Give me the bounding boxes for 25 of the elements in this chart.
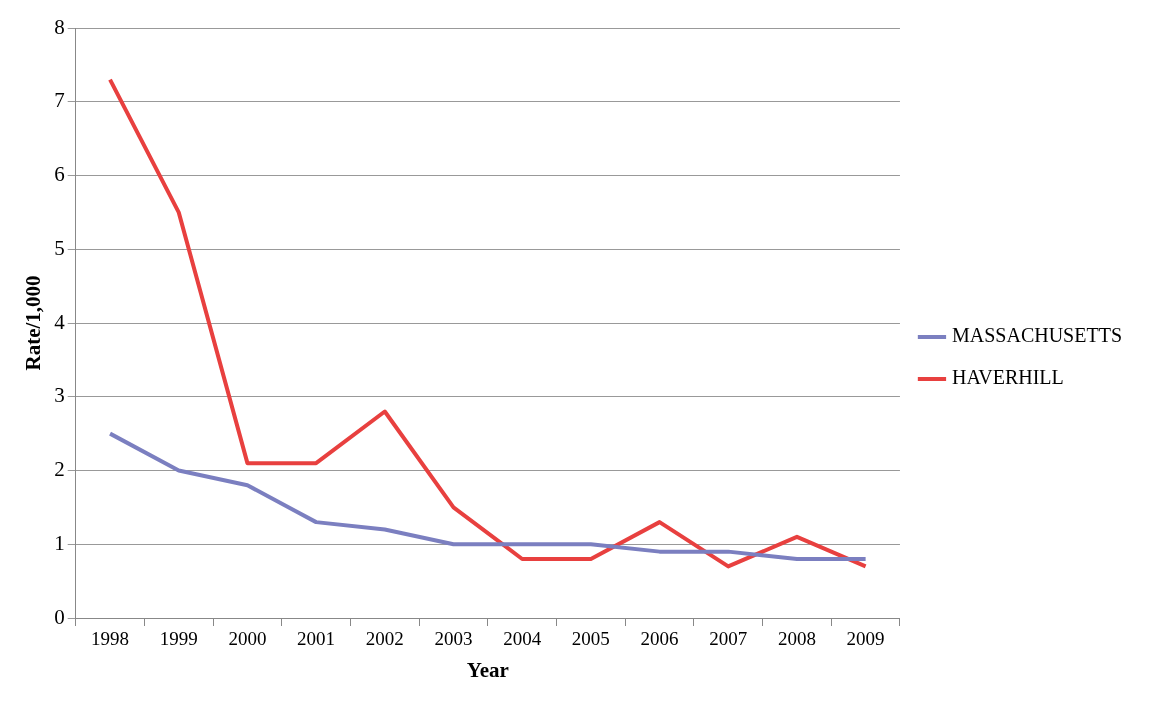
- legend-label: MASSACHUSETTS: [951, 324, 1123, 347]
- x-tick-label: 2002: [365, 628, 404, 650]
- x-tick-label: 2000: [228, 628, 267, 650]
- y-tick-label: 4: [54, 309, 66, 334]
- x-tick-label: 2003: [434, 628, 473, 650]
- y-tick-label: 3: [54, 383, 65, 408]
- x-tick-label: 2009: [846, 628, 885, 650]
- y-tick-label: 1: [54, 530, 65, 555]
- y-tick-label: 8: [54, 14, 65, 39]
- x-tick-label: 1999: [159, 628, 198, 650]
- legend-label: HAVERHILL: [951, 366, 1064, 389]
- x-tick-label: 2005: [571, 628, 610, 650]
- x-tick-label: 1998: [91, 628, 130, 650]
- y-tick-label: 2: [54, 457, 65, 482]
- y-tick-label: 5: [54, 235, 65, 260]
- x-tick-label: 2008: [777, 628, 816, 650]
- x-tick-label: 2004: [503, 628, 542, 650]
- x-tick-label: 2006: [640, 628, 679, 650]
- y-axis-title: Rate/1,000: [21, 275, 46, 371]
- y-tick-label: 0: [54, 604, 65, 629]
- x-axis-title: Year: [466, 657, 509, 682]
- y-tick-label: 7: [54, 88, 65, 113]
- x-tick-label: 2007: [709, 628, 748, 650]
- y-tick-label: 6: [54, 162, 65, 187]
- x-tick-label: 2001: [297, 628, 336, 650]
